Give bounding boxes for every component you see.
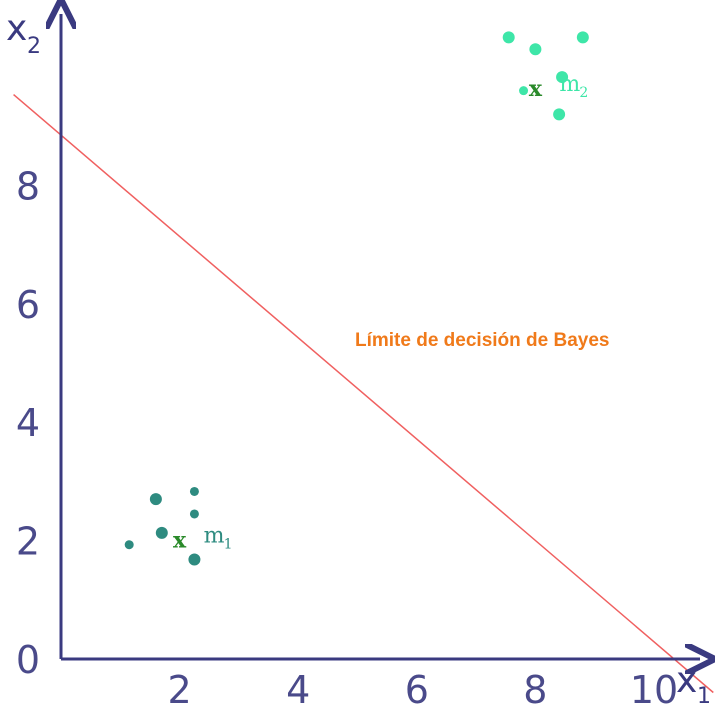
decision-boundary-layer — [13, 93, 714, 694]
x-tick-label: 4 — [286, 668, 310, 709]
data-point — [502, 31, 515, 44]
y-tick-label: 0 — [16, 638, 40, 682]
data-point — [556, 71, 569, 84]
data-point — [529, 43, 542, 56]
y-tick-label: 6 — [16, 283, 40, 327]
axes-layer — [61, 14, 700, 659]
mean-label-subscript: 2 — [579, 85, 588, 101]
data-point — [189, 509, 199, 519]
x-axis-label: x — [676, 660, 697, 701]
y-tick-label: 4 — [16, 401, 40, 445]
mean-marker: x — [173, 528, 187, 554]
tick-labels-layer: 2 4 6 8 10 0 2 4 6 8 — [16, 164, 678, 709]
data-point — [188, 553, 201, 566]
mean-marker: x — [529, 76, 543, 102]
decision-boundary-line — [13, 93, 714, 694]
data-point — [576, 31, 589, 44]
x-tick-label: 2 — [168, 668, 192, 709]
data-point — [519, 86, 529, 96]
mean-label: m — [559, 72, 580, 97]
data-point — [124, 540, 134, 550]
x-tick-label: 10 — [630, 668, 678, 709]
data-point — [149, 493, 162, 506]
y-tick-label: 8 — [16, 164, 40, 208]
points-layer — [124, 31, 589, 566]
data-point — [155, 526, 168, 539]
x-tick-label: 6 — [405, 668, 429, 709]
y-tick-label: 2 — [16, 520, 40, 564]
decision-boundary-label: Límite de decisión de Bayes — [355, 330, 609, 351]
mean-label-subscript: 1 — [224, 537, 233, 553]
y-axis-label-subscript: 2 — [27, 34, 41, 59]
data-point — [553, 108, 566, 121]
data-point — [189, 486, 199, 496]
x-tick-label: 8 — [523, 668, 547, 709]
y-axis-label: x — [6, 8, 27, 49]
mean-label: m — [204, 524, 225, 549]
x-axis-label-subscript: 1 — [697, 684, 711, 709]
